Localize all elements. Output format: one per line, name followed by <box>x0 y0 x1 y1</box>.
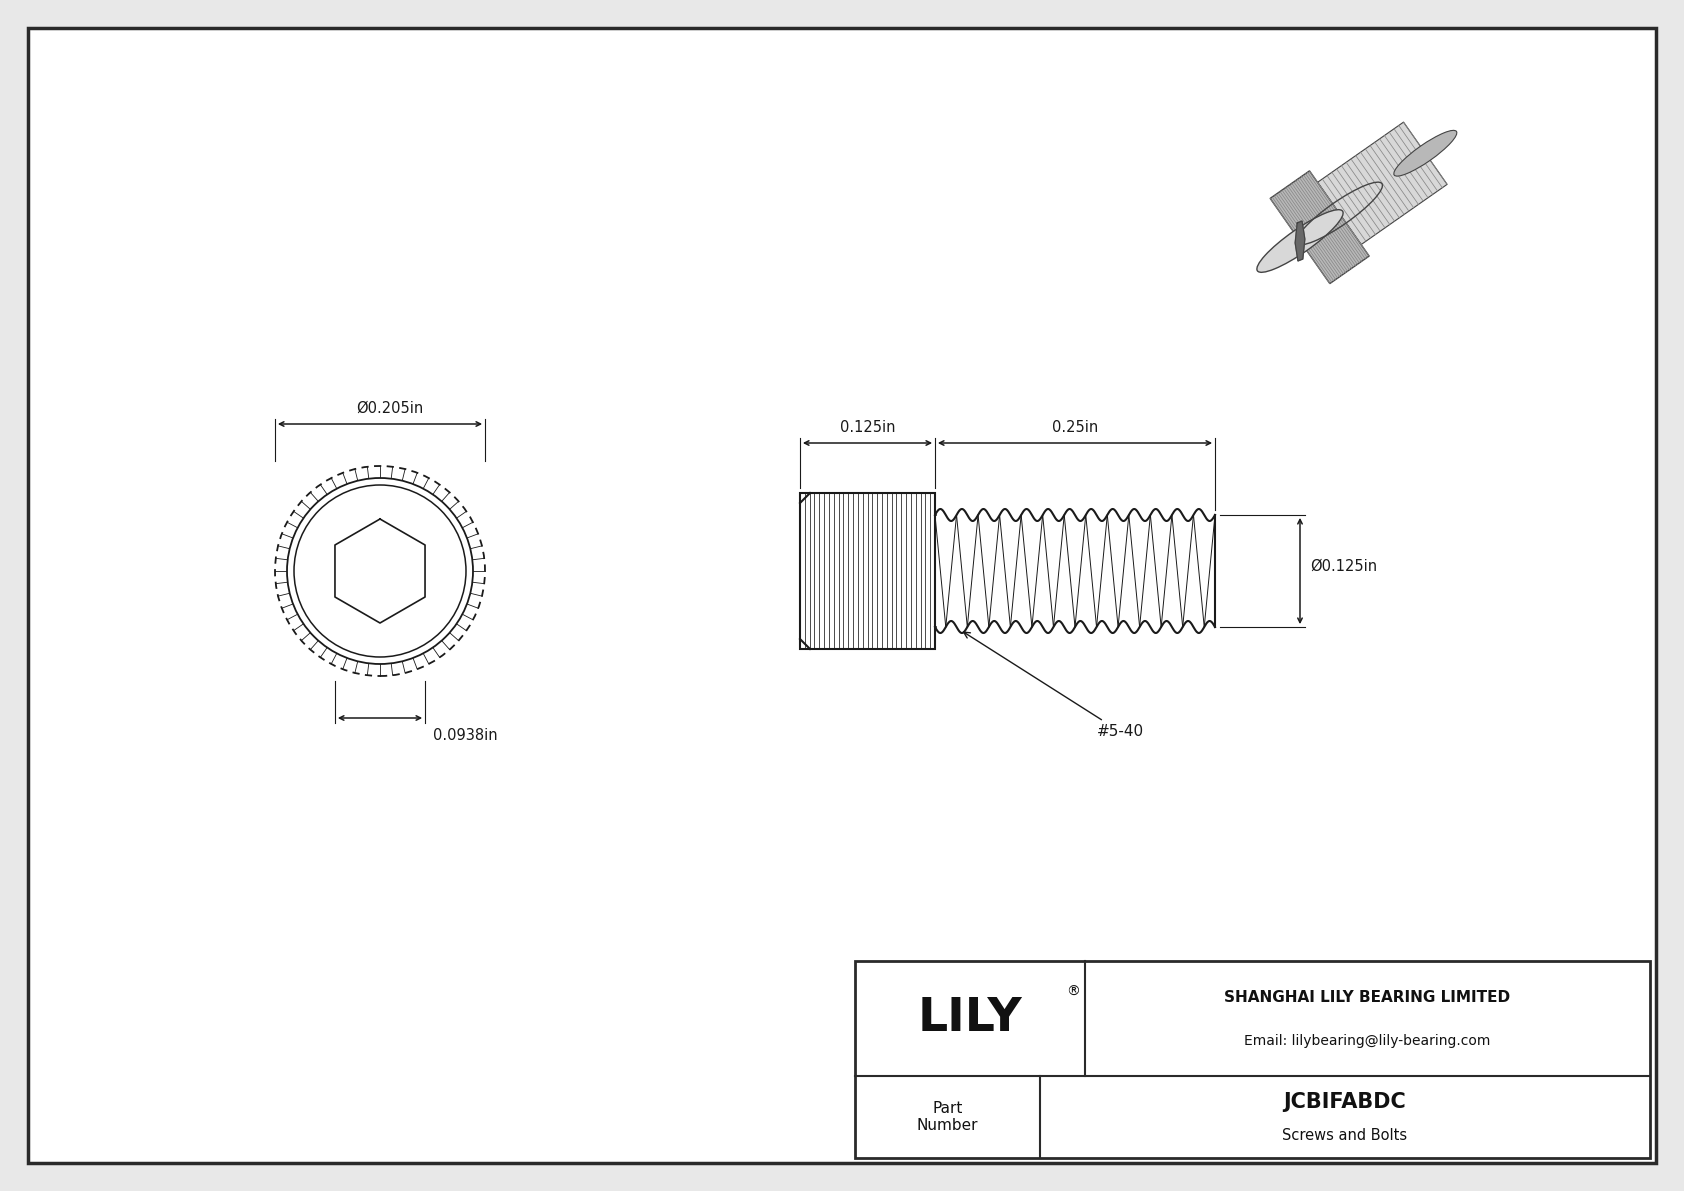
Polygon shape <box>1295 222 1305 261</box>
Text: Part
Number: Part Number <box>916 1100 978 1133</box>
Circle shape <box>286 478 473 665</box>
Text: Screws and Bolts: Screws and Bolts <box>1283 1128 1408 1142</box>
Text: Email: lilybearing@lily-bearing.com: Email: lilybearing@lily-bearing.com <box>1244 1035 1490 1048</box>
Circle shape <box>295 485 466 657</box>
Polygon shape <box>1270 170 1369 283</box>
Ellipse shape <box>1256 210 1344 273</box>
Text: LILY: LILY <box>918 996 1022 1041</box>
Text: Ø0.125in: Ø0.125in <box>1310 559 1378 574</box>
Bar <box>855 961 1650 1158</box>
Ellipse shape <box>1394 130 1457 176</box>
Text: ®: ® <box>1066 985 1079 999</box>
Text: 0.25in: 0.25in <box>1052 420 1098 435</box>
Text: JCBIFABDC: JCBIFABDC <box>1283 1092 1406 1112</box>
Polygon shape <box>1317 123 1447 244</box>
Bar <box>800 493 935 649</box>
Text: #5-40: #5-40 <box>963 632 1143 738</box>
Text: SHANGHAI LILY BEARING LIMITED: SHANGHAI LILY BEARING LIMITED <box>1224 990 1511 1005</box>
Text: 0.0938in: 0.0938in <box>433 728 498 743</box>
Text: Ø0.205in: Ø0.205in <box>357 401 424 416</box>
Text: 0.125in: 0.125in <box>840 420 896 435</box>
